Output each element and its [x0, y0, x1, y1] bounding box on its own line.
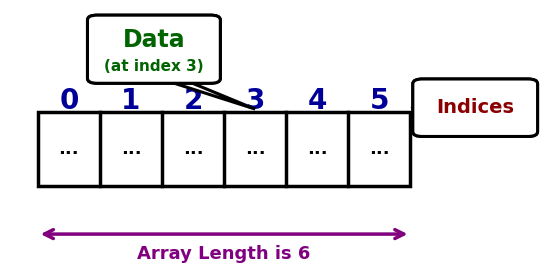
Text: ...: ...	[245, 140, 266, 158]
Text: ...: ...	[58, 140, 79, 158]
Text: 2: 2	[184, 87, 202, 115]
FancyBboxPatch shape	[413, 79, 537, 136]
Polygon shape	[413, 101, 423, 114]
Text: 1: 1	[122, 87, 140, 115]
Text: Indices: Indices	[436, 98, 514, 117]
Polygon shape	[159, 78, 255, 109]
Text: Data: Data	[123, 28, 185, 52]
Text: 4: 4	[308, 87, 327, 115]
FancyBboxPatch shape	[87, 15, 220, 83]
FancyBboxPatch shape	[413, 79, 537, 136]
Text: (at index 3): (at index 3)	[104, 59, 204, 74]
Text: ...: ...	[183, 140, 204, 158]
Bar	[38, 112, 410, 186]
Text: ...: ...	[307, 140, 328, 158]
Text: 3: 3	[246, 87, 265, 115]
Text: 0: 0	[59, 87, 78, 115]
Text: 5: 5	[369, 87, 389, 115]
Text: ...: ...	[120, 140, 141, 158]
Text: Array Length is 6: Array Length is 6	[137, 245, 311, 263]
Text: ...: ...	[369, 140, 390, 158]
FancyBboxPatch shape	[87, 15, 220, 83]
